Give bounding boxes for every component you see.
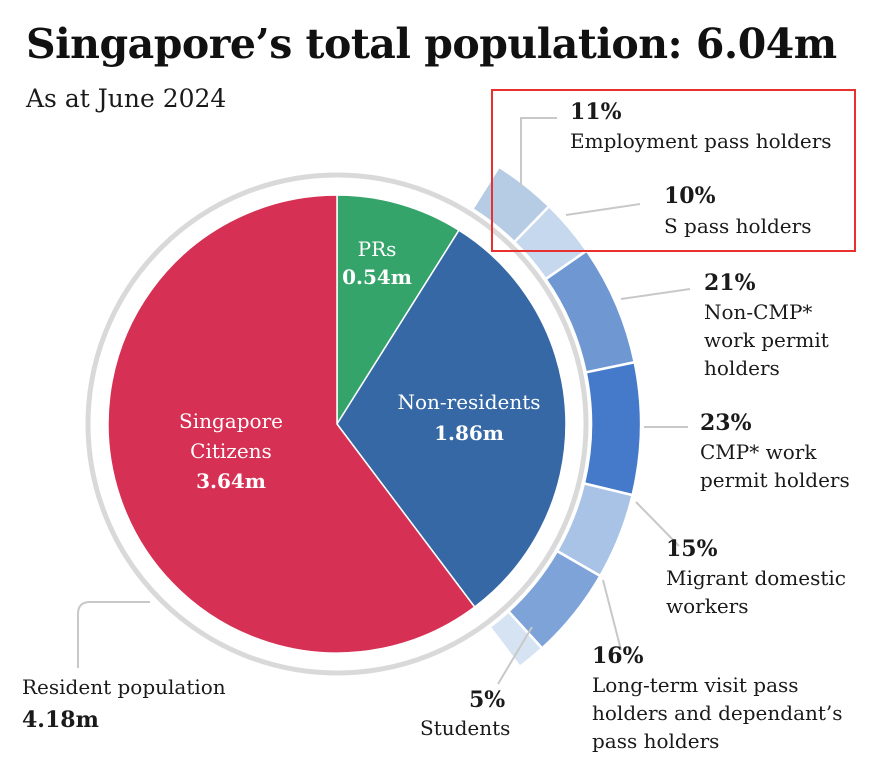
prs-label: PRs — [358, 237, 397, 261]
segment-label-long-term-visit-pass-holders-and-dependant-s-pass-holders-2: holders and dependant’s — [592, 701, 843, 725]
segment-label-cmp-work-permit-holders-2: permit holders — [700, 468, 850, 492]
leader-line-employment-pass-holders — [520, 117, 557, 186]
chart-subtitle: As at June 2024 — [26, 84, 227, 113]
non-residents-label: Non-residents — [397, 390, 540, 414]
pie-slice-non-residents — [336, 229, 567, 609]
pct-label-cmp-work-permit-holders: 23% — [700, 410, 752, 436]
pct-label-students: 5% — [469, 687, 505, 713]
ring-segment-cmp-work-permit-holders — [582, 360, 643, 497]
segment-label-migrant-domestic-workers-2: workers — [666, 594, 749, 618]
citizens-label-2: Citizens — [190, 439, 272, 463]
leader-line-long-term-visit-pass-holders-and-dependant-s-pass-holders — [602, 579, 622, 651]
citizens-label-1: Singapore — [179, 409, 283, 433]
leader-line-students — [497, 626, 533, 685]
segment-label-students: Students — [420, 716, 510, 740]
segment-label-non-cmp-work-permit-holders-3: holders — [704, 356, 780, 380]
resident-track-ring — [85, 172, 589, 676]
pct-label-employment-pass-holders: 11% — [570, 99, 622, 125]
citizens-value-label: 3.64m — [196, 469, 266, 493]
leader-line-s-pass-holders — [565, 203, 641, 216]
pct-label-long-term-visit-pass-holders-and-dependant-s-pass-holders: 16% — [592, 643, 644, 669]
segment-label-long-term-visit-pass-holders-and-dependant-s-pass-holders-3: pass holders — [592, 729, 719, 753]
leader-line-non-cmp-work-permit-holders — [620, 288, 691, 300]
leader-line-migrant-domestic-workers — [635, 501, 680, 547]
segment-label-long-term-visit-pass-holders-and-dependant-s-pass-holders-1: Long-term visit pass — [592, 673, 799, 697]
pie-slice-prs — [336, 194, 461, 427]
non-residents-value-label: 1.86m — [434, 421, 504, 445]
prs-value-label: 0.54m — [342, 265, 412, 289]
pct-label-non-cmp-work-permit-holders: 21% — [704, 270, 756, 296]
pie-slice-singapore-citizens — [107, 194, 476, 654]
segment-label-migrant-domestic-workers-1: Migrant domestic — [666, 566, 846, 590]
pct-label-s-pass-holders: 10% — [664, 183, 716, 209]
chart-title: Singapore’s total population: 6.04m — [26, 20, 837, 68]
segment-label-non-cmp-work-permit-holders-1: Non-CMP* — [704, 300, 812, 324]
resident-population-value: 4.18m — [22, 707, 99, 733]
segment-label-cmp-work-permit-holders-1: CMP* work — [700, 440, 817, 464]
highlight-box — [491, 89, 856, 252]
resident-population-label: Resident population — [22, 675, 226, 699]
segment-label-employment-pass-holders: Employment pass holders — [570, 129, 832, 153]
resident-leader-line — [77, 601, 150, 668]
segment-label-non-cmp-work-permit-holders-2: work permit — [704, 328, 829, 352]
segment-label-s-pass-holders: S pass holders — [664, 214, 811, 238]
pct-label-migrant-domestic-workers: 15% — [666, 536, 718, 562]
ring-segment-students — [487, 609, 544, 669]
